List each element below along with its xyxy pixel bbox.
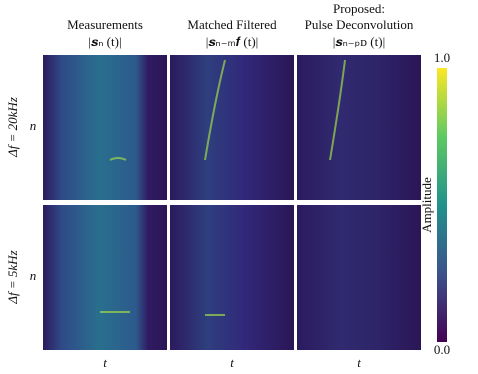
heatmap bbox=[43, 55, 167, 200]
column-title: Matched Filtered bbox=[187, 17, 277, 32]
column-title: Pulse Deconvolution bbox=[305, 17, 414, 32]
colorbar-label: Amplitude bbox=[419, 177, 434, 233]
heatmap bbox=[43, 205, 167, 350]
column-title: Measurements bbox=[67, 17, 143, 32]
column-formula: |𝒔ₙ (t)| bbox=[88, 34, 121, 49]
panels bbox=[43, 55, 447, 350]
tick-label: 0.0 bbox=[434, 342, 450, 357]
x-axis-label: t bbox=[103, 355, 107, 370]
y-axis-label: n bbox=[30, 268, 37, 283]
column-formula: |𝒔ₙ₋ₚᴅ (t)| bbox=[333, 34, 385, 49]
heatmap bbox=[170, 205, 294, 350]
x-axis-label: t bbox=[230, 355, 234, 370]
column-formula: |𝒔ₙ₋ₘ𝒇 (t)| bbox=[206, 34, 259, 49]
colorbar bbox=[437, 68, 447, 342]
tick-label: 1.0 bbox=[434, 50, 450, 65]
heatmap bbox=[297, 55, 421, 200]
x-axis-label: t bbox=[357, 355, 361, 370]
heatmap bbox=[170, 55, 294, 200]
row-label: Δf = 5kHz bbox=[5, 250, 20, 304]
row-label: Δf = 20kHz bbox=[5, 97, 20, 158]
y-axis-label: n bbox=[30, 118, 37, 133]
heatmap bbox=[297, 205, 421, 350]
column-title: Proposed: bbox=[333, 1, 385, 16]
highlight bbox=[100, 59, 346, 316]
